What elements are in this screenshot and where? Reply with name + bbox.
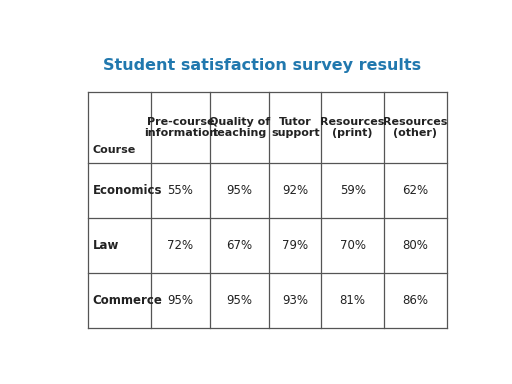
Text: Resources
(other): Resources (other) <box>383 117 447 138</box>
Text: 81%: 81% <box>339 295 366 307</box>
Text: Commerce: Commerce <box>93 295 162 307</box>
Text: 95%: 95% <box>226 295 252 307</box>
Text: 55%: 55% <box>167 184 193 197</box>
Text: Course: Course <box>93 146 136 156</box>
Text: 95%: 95% <box>226 184 252 197</box>
Text: 93%: 93% <box>282 295 308 307</box>
Text: Economics: Economics <box>93 184 162 197</box>
Text: Tutor
support: Tutor support <box>271 117 319 138</box>
Text: Resources
(print): Resources (print) <box>321 117 385 138</box>
Text: Law: Law <box>93 239 119 252</box>
Text: 72%: 72% <box>167 239 194 252</box>
Text: Pre-course
information: Pre-course information <box>144 117 217 138</box>
Text: 67%: 67% <box>226 239 252 252</box>
Text: 59%: 59% <box>339 184 366 197</box>
Text: Quality of
teaching: Quality of teaching <box>209 117 270 138</box>
Text: Student satisfaction survey results: Student satisfaction survey results <box>103 58 421 73</box>
Text: 86%: 86% <box>402 295 429 307</box>
Text: 79%: 79% <box>282 239 308 252</box>
Text: 62%: 62% <box>402 184 429 197</box>
Text: 92%: 92% <box>282 184 308 197</box>
Text: 70%: 70% <box>339 239 366 252</box>
Text: 95%: 95% <box>167 295 193 307</box>
Text: 80%: 80% <box>402 239 429 252</box>
